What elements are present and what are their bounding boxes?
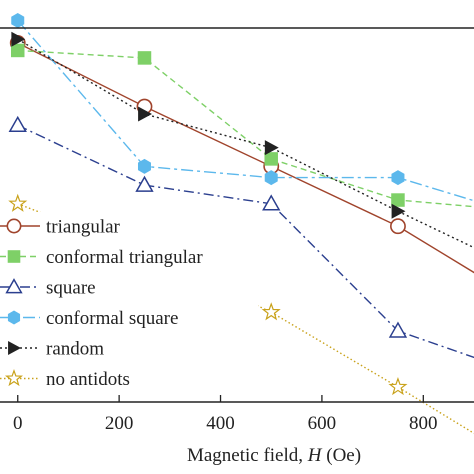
legend-item-conformal-square: conformal square xyxy=(0,308,178,329)
series-conformal-triangular xyxy=(10,43,474,208)
legend-label-no-antidots: no antidots xyxy=(46,369,130,390)
series-line-conformal-triangular xyxy=(17,49,474,208)
data-point-square-0 xyxy=(8,115,27,132)
series-conformal-square xyxy=(11,13,474,202)
data-point-conformal-square-500 xyxy=(264,170,278,186)
x-tick-label-800: 800 xyxy=(409,413,438,434)
x-axis-title: Magnetic field, H (Oe) xyxy=(187,445,361,466)
series-random xyxy=(11,31,474,249)
data-point-conformal-square-250 xyxy=(137,158,151,174)
data-point-conformal-triangular-0 xyxy=(10,43,25,58)
data-point-no-antidots-500 xyxy=(261,302,281,321)
legend-marker-conformal-square xyxy=(7,310,21,325)
legend-item-conformal-triangular: conformal triangular xyxy=(0,247,203,268)
series-line-conformal-square xyxy=(17,20,474,202)
data-point-square-750 xyxy=(388,321,408,338)
x-ticks: 0 200 400 600 800 xyxy=(13,395,438,434)
x-tick-label-0: 0 xyxy=(13,413,23,434)
data-point-random-250 xyxy=(138,106,152,122)
data-point-random-750 xyxy=(391,203,406,219)
data-point-no-antidots-0 xyxy=(8,193,28,212)
series-line-random xyxy=(17,38,474,249)
legend: triangular conformal triangular square conf… xyxy=(0,212,258,394)
legend-background xyxy=(0,212,258,394)
data-point-conformal-triangular-750 xyxy=(391,193,405,207)
data-point-square-500 xyxy=(262,194,281,211)
legend-label-conformal-square: conformal square xyxy=(46,308,178,329)
legend-item-triangular: triangular xyxy=(0,217,121,238)
series-line-no-antidots xyxy=(17,203,474,435)
legend-marker-triangular xyxy=(6,218,22,234)
legend-item-no-antidots: no antidots xyxy=(0,369,130,390)
legend-label-square: square xyxy=(46,278,96,299)
legend-label-random: random xyxy=(46,339,104,360)
legend-marker-random xyxy=(8,341,21,355)
axes: 0 200 400 600 800 Magnetic field, H (Oe) xyxy=(0,27,474,466)
data-point-conformal-square-0 xyxy=(11,13,25,29)
data-point-conformal-triangular-500 xyxy=(264,152,278,166)
data-point-conformal-square-750 xyxy=(391,170,405,186)
legend-label-triangular: triangular xyxy=(46,217,121,238)
legend-item-square: square xyxy=(0,278,96,299)
legend-marker-conformal-triangular xyxy=(7,250,21,263)
legend-marker-no-antidots xyxy=(4,369,24,387)
legend-label-conformal-triangular: conformal triangular xyxy=(46,247,203,268)
plot-area xyxy=(8,13,474,435)
data-point-square-250 xyxy=(135,175,154,192)
data-point-triangular-750 xyxy=(390,218,406,235)
data-point-conformal-triangular-250 xyxy=(137,51,152,65)
series-layer xyxy=(8,13,474,435)
data-point-random-500 xyxy=(264,140,279,156)
x-tick-label-400: 400 xyxy=(206,413,235,434)
legend-item-random: random xyxy=(0,339,104,360)
data-point-random-0 xyxy=(11,31,26,47)
x-tick-label-200: 200 xyxy=(105,413,134,434)
x-tick-label-600: 600 xyxy=(308,413,337,434)
series-square xyxy=(8,115,474,359)
legend-marker-square xyxy=(5,278,23,294)
data-point-no-antidots-750 xyxy=(388,377,408,396)
